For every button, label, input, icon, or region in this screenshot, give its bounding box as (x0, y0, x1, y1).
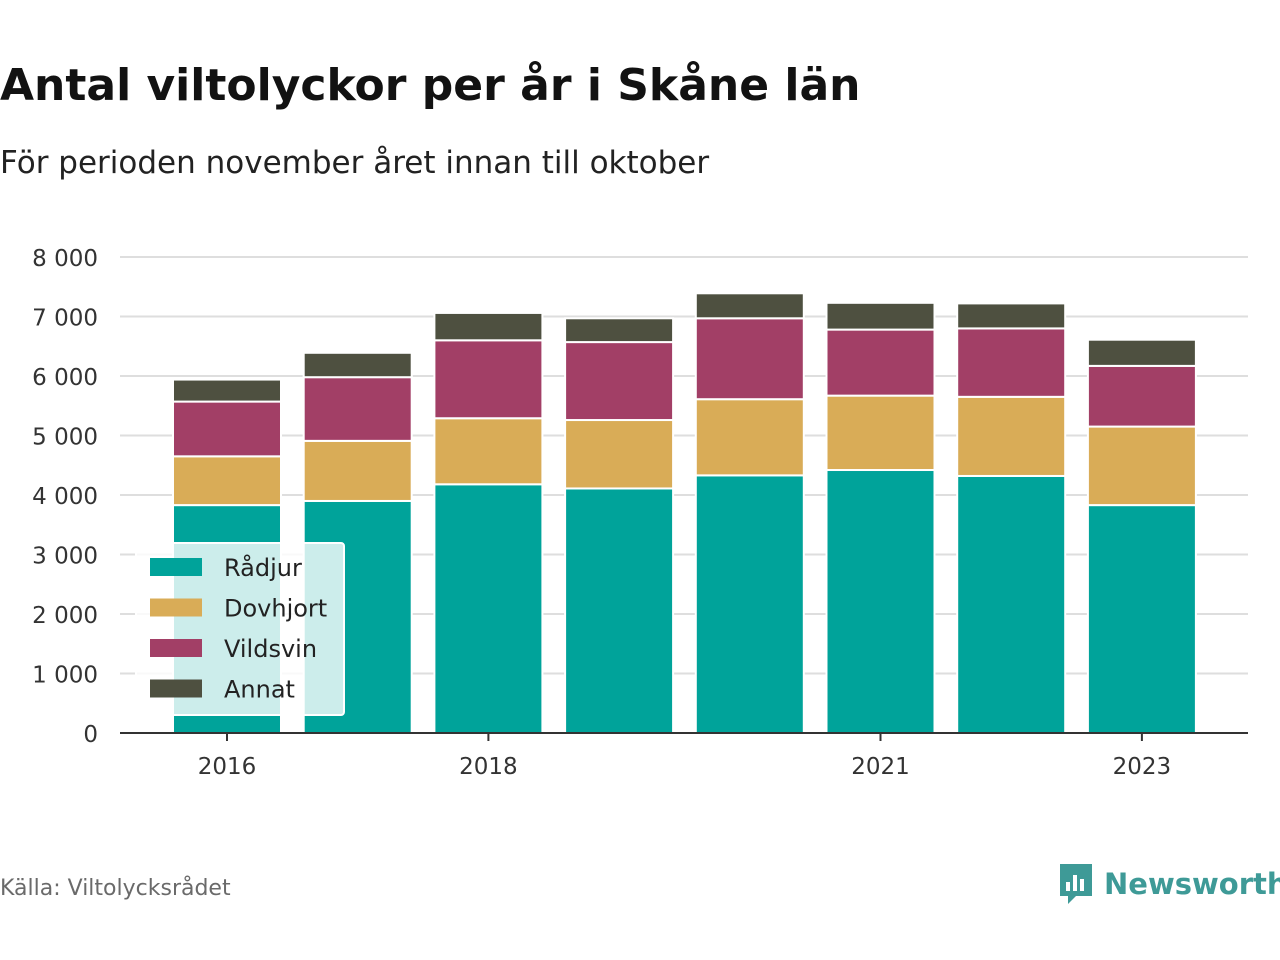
legend-label: Rådjur (224, 553, 302, 582)
bar-segment-vildsvin (1086, 364, 1197, 428)
legend-swatch (150, 558, 202, 576)
x-tick-label: 2021 (851, 754, 910, 780)
legend-label: Vildsvin (224, 635, 317, 663)
x-axis: 2016 2018 2021 2023 (120, 732, 1248, 780)
source-note: Källa: Viltolycksrådet (0, 876, 231, 901)
chart-title: Antal viltolyckor per år i Skåne län (0, 60, 861, 111)
bar-segment-dovhjort (302, 439, 413, 502)
bar-segment-rådjur (694, 474, 805, 734)
legend-swatch (150, 639, 202, 657)
bar-segment-vildsvin (694, 317, 805, 401)
legend-label: Annat (224, 676, 295, 704)
bar-segment-vildsvin (956, 327, 1067, 398)
bar-segment-vildsvin (825, 328, 936, 397)
chart-subtitle: För perioden november året innan till ok… (0, 145, 710, 181)
y-tick-label: 6 000 (32, 365, 98, 391)
bar-segment-vildsvin (564, 341, 675, 422)
bar-segment-dovhjort (956, 395, 1067, 477)
bar-segment-annat (433, 311, 544, 342)
legend: Rådjur Dovhjort Vildsvin Annat (135, 542, 345, 716)
x-tick-label: 2023 (1113, 754, 1172, 780)
x-tick-label: 2018 (459, 754, 518, 780)
bar-segment-annat (694, 292, 805, 320)
bar-segment-rådjur (956, 474, 1067, 734)
bar-segment-rådjur (564, 487, 675, 734)
legend-box (135, 542, 345, 716)
bar-segment-dovhjort (433, 417, 544, 486)
x-tick-label: 2016 (198, 754, 257, 780)
y-tick-label: 5 000 (32, 425, 98, 451)
legend-swatch (150, 598, 202, 617)
y-tick-label: 2 000 (32, 603, 98, 629)
bar-segment-dovhjort (825, 394, 936, 472)
y-tick-label: 3 000 (32, 544, 98, 570)
bar-segment-annat (825, 301, 936, 331)
bar-segment-vildsvin (433, 339, 544, 420)
bar-segment-vildsvin (172, 400, 282, 458)
y-tick-label: 0 (83, 722, 98, 748)
bar-segment-dovhjort (172, 455, 282, 507)
bar-segment-dovhjort (564, 419, 675, 490)
y-tick-label: 1 000 (32, 663, 98, 689)
bar-segment-annat (302, 351, 413, 379)
bar-segment-annat (564, 317, 675, 344)
bar-segment-rådjur (433, 483, 544, 735)
brand-name: Newsworthy (1104, 867, 1280, 901)
bar-segment-vildsvin (302, 376, 413, 442)
bar-segment-rådjur (1086, 504, 1197, 734)
bar-segment-annat (172, 378, 282, 403)
y-axis-labels: 0 1 000 2 000 3 000 4 000 5 000 6 000 7 000 8 00… (32, 246, 98, 748)
bar-segment-rådjur (825, 469, 936, 734)
bar-segment-annat (956, 302, 1067, 330)
legend-label: Dovhjort (224, 595, 327, 623)
y-tick-label: 4 000 (32, 484, 98, 510)
bar-segment-dovhjort (1086, 425, 1197, 507)
brand-logo: Newsworthy (1058, 862, 1280, 906)
bars (172, 292, 1197, 735)
bar-segment-annat (1086, 338, 1197, 367)
legend-swatch (150, 679, 202, 698)
bar-segment-dovhjort (694, 398, 805, 477)
y-tick-label: 7 000 (32, 306, 98, 332)
newsworthy-logo-icon (1060, 864, 1092, 904)
y-tick-label: 8 000 (32, 246, 98, 272)
